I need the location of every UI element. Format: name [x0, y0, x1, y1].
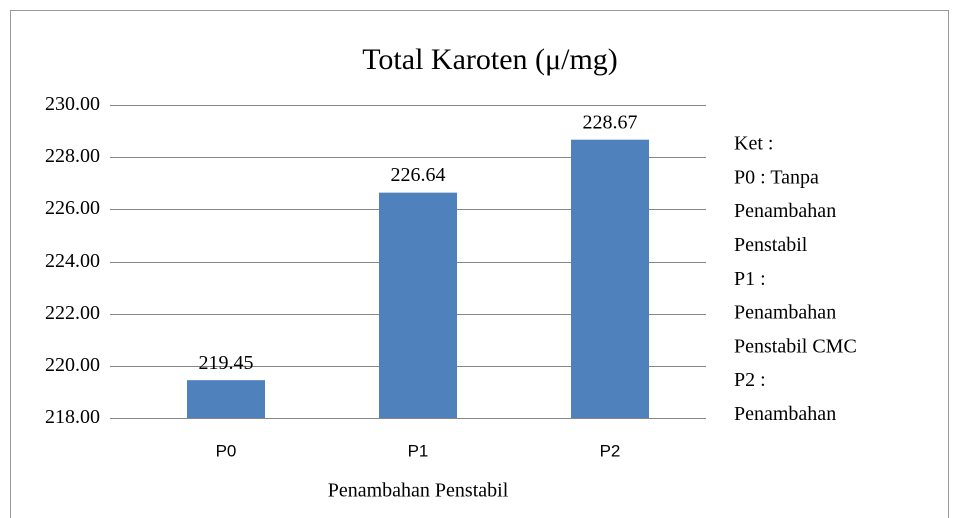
x-axis-title: Penambahan Penstabil [328, 480, 509, 502]
y-tick-label: 228.00 [45, 145, 100, 167]
x-tick-label: P1 [408, 441, 429, 460]
annotation-line: Penambahan [734, 302, 836, 324]
x-tick-label: P2 [600, 441, 621, 460]
annotation-line: Penambahan [734, 200, 836, 222]
annotation-line: Penstabil CMC [734, 335, 857, 357]
y-tick-label: 224.00 [45, 250, 100, 272]
annotation-line: P0 : Tanpa [734, 166, 819, 188]
bar [187, 380, 265, 418]
bar [571, 139, 649, 418]
y-tick-label: 226.00 [45, 197, 100, 219]
annotation-line: Penambahan [734, 403, 836, 425]
annotation-line: P1 : [734, 268, 766, 290]
data-label: 228.67 [583, 111, 638, 133]
data-label: 226.64 [391, 164, 446, 186]
y-tick-label: 218.00 [45, 406, 100, 428]
annotation-line: Ket : [734, 133, 773, 155]
y-tick-label: 220.00 [45, 354, 100, 376]
bar [379, 192, 457, 418]
y-tick-label: 222.00 [45, 302, 100, 324]
y-tick-label: 230.00 [45, 93, 100, 115]
x-tick-label: P0 [216, 441, 237, 460]
chart-title: Total Karoten (μ/mg) [362, 43, 618, 76]
annotation-line: P2 : [734, 369, 766, 391]
annotation-line: Penstabil [734, 234, 808, 256]
chart-border [10, 10, 949, 518]
data-label: 219.45 [199, 352, 254, 374]
